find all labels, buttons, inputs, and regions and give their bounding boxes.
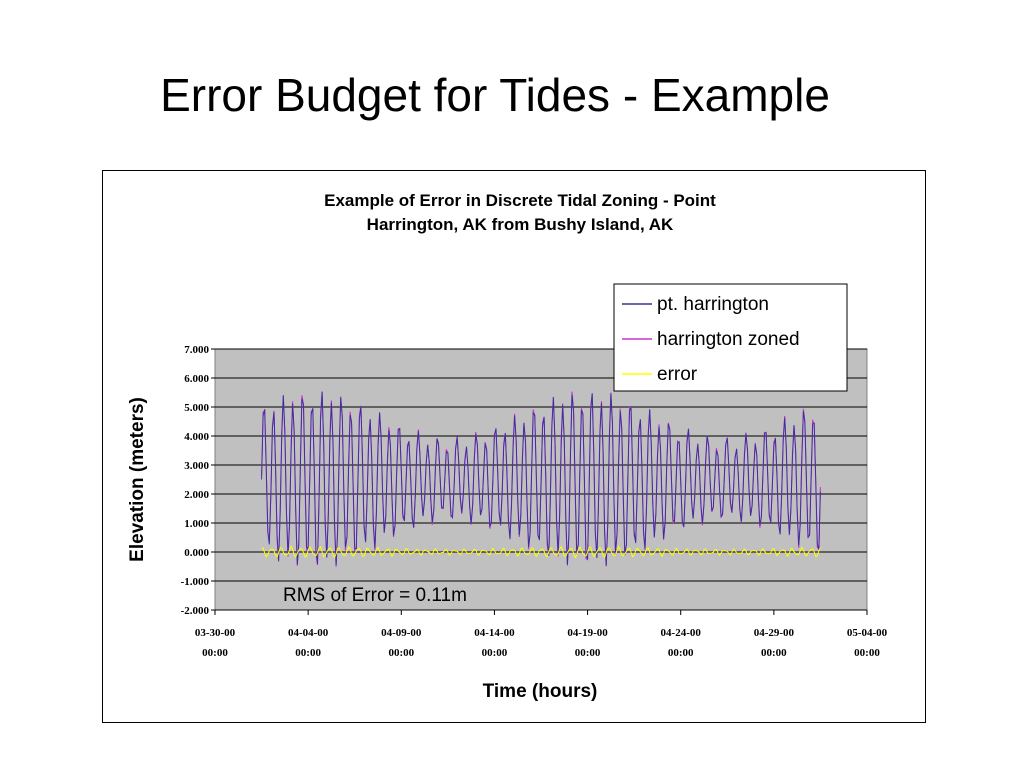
x-tick-label: 04-14-00 [474,627,515,639]
tidal-chart: Example of Error in Discrete Tidal Zonin… [127,191,888,702]
y-tick-label: 2.000 [184,489,209,501]
y-tick-label: 7.000 [184,344,209,356]
legend-box [613,283,848,392]
x-tick-label: 05-04-00 [847,627,888,639]
x-tick-label: 04-09-00 [381,627,422,639]
y-axis-label: Elevation (meters) [127,397,148,562]
x-tick-label-time: 00:00 [575,647,601,659]
series-line-error [261,545,821,559]
y-tick-label: 0.000 [184,547,209,559]
x-tick-label-time: 00:00 [482,647,508,659]
y-tick-label: 1.000 [184,518,209,530]
y-tick-label: 3.000 [184,460,209,472]
x-tick-label: 04-19-00 [567,627,608,639]
y-tick-label: 5.000 [184,402,209,414]
x-tick-label: 04-29-00 [754,627,795,639]
legend-label: pt. harrington [657,294,769,315]
x-tick-label-time: 00:00 [668,647,694,659]
y-tick-label: 6.000 [184,373,209,385]
rms-annotation: RMS of Error = 0.11m [283,585,467,606]
x-tick-label-time: 00:00 [388,647,414,659]
series-line-pt-harrington [261,391,821,566]
x-tick-label-time: 00:00 [854,647,880,659]
x-tick-label: 03-30-00 [195,627,236,639]
x-tick-label-time: 00:00 [202,647,228,659]
y-tick-label: -2.000 [181,605,210,617]
y-tick-label: -1.000 [181,576,210,588]
slide-title: Error Budget for Tides - Example [160,69,830,121]
chart-title-line: Example of Error in Discrete Tidal Zonin… [324,191,716,210]
chart-title-line: Harrington, AK from Bushy Island, AK [367,215,674,234]
x-tick-label: 04-04-00 [288,627,329,639]
x-tick-label-time: 00:00 [295,647,321,659]
legend-label: harrington zoned [657,329,800,350]
y-tick-label: 4.000 [184,431,209,443]
x-tick-label: 04-24-00 [661,627,702,639]
x-axis-label: Time (hours) [483,681,598,702]
x-tick-label-time: 00:00 [761,647,787,659]
chart-frame: Example of Error in Discrete Tidal Zonin… [102,170,926,723]
legend-label: error [657,364,698,385]
